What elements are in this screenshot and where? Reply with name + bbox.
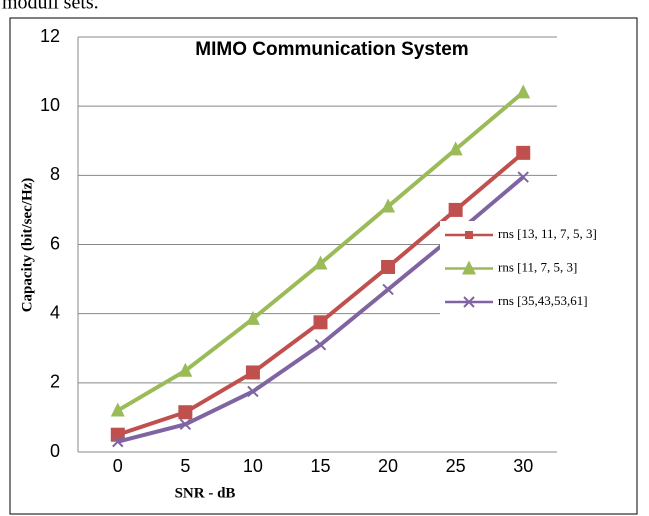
y-tick-label: 12 bbox=[40, 26, 60, 46]
legend-label: rns [13, 11, 7, 5, 3] bbox=[498, 226, 597, 241]
legend-marker bbox=[463, 296, 475, 308]
marker bbox=[179, 418, 192, 431]
marker bbox=[448, 141, 463, 156]
marker bbox=[313, 255, 328, 270]
marker bbox=[313, 315, 328, 330]
marker bbox=[448, 202, 463, 217]
y-axis-label: Capacity (bit/sec/Hz) bbox=[19, 178, 35, 313]
marker bbox=[517, 171, 529, 183]
x-tick-label: 20 bbox=[378, 456, 398, 476]
marker bbox=[245, 310, 260, 325]
chart-title: MIMO Communication System bbox=[195, 39, 468, 60]
marker bbox=[112, 435, 124, 448]
legend-label: rns [35,43,53,61] bbox=[498, 293, 588, 308]
x-tick-label: 15 bbox=[310, 456, 330, 476]
y-tick-label: 2 bbox=[50, 372, 60, 392]
x-tick-label: 10 bbox=[243, 456, 263, 476]
marker bbox=[382, 283, 394, 296]
marker bbox=[178, 405, 193, 420]
y-tick-label: 8 bbox=[50, 164, 60, 184]
y-tick-label: 6 bbox=[50, 233, 60, 253]
y-tick-label: 0 bbox=[50, 441, 60, 461]
x-tick-label: 25 bbox=[446, 456, 466, 476]
marker bbox=[245, 365, 260, 380]
marker bbox=[247, 385, 259, 398]
x-tick-label: 0 bbox=[113, 456, 123, 476]
x-tick-label: 30 bbox=[513, 456, 533, 476]
marker bbox=[381, 198, 396, 213]
x-axis-label: SNR - dB bbox=[175, 485, 236, 501]
marker bbox=[381, 259, 396, 274]
marker bbox=[314, 339, 327, 351]
marker bbox=[516, 84, 531, 99]
legend-label: rns [11, 7, 5, 3] bbox=[498, 259, 577, 274]
legend-marker bbox=[462, 260, 476, 275]
caption-fragment: moduli sets. bbox=[2, 0, 99, 14]
y-tick-label: 10 bbox=[40, 95, 60, 115]
x-tick-label: 5 bbox=[180, 456, 190, 476]
marker bbox=[516, 145, 531, 160]
marker bbox=[178, 362, 193, 377]
y-tick-label: 4 bbox=[50, 302, 60, 322]
marker bbox=[110, 402, 125, 417]
legend-marker bbox=[465, 231, 473, 239]
